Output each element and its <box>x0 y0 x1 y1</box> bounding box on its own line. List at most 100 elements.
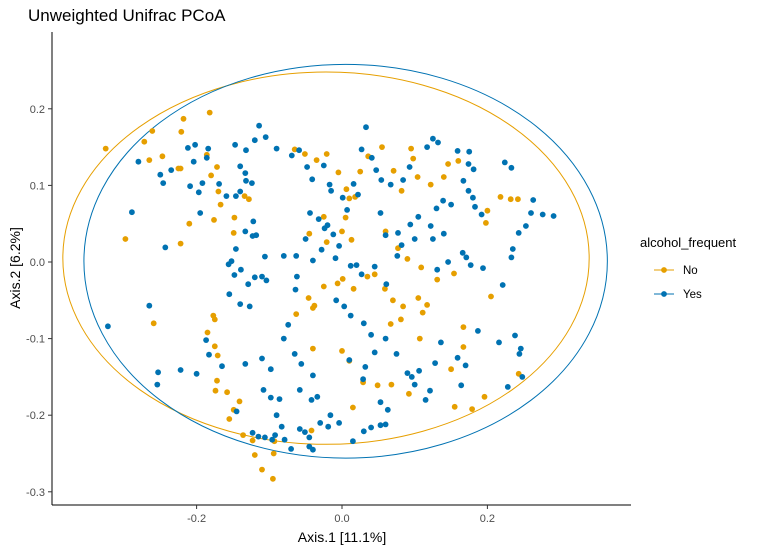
y-tick-label: 0.2 <box>30 104 45 116</box>
chart-title: Unweighted Unifrac PCoA <box>28 6 226 25</box>
point-yes <box>237 301 244 307</box>
point-yes <box>480 265 486 271</box>
point-yes <box>472 203 478 210</box>
point-no <box>451 403 458 410</box>
point-yes <box>327 412 334 419</box>
point-yes <box>378 177 385 183</box>
point-yes <box>129 209 135 216</box>
point-yes <box>517 345 524 352</box>
point-yes <box>460 177 467 184</box>
point-yes <box>350 438 356 445</box>
point-yes <box>259 355 265 362</box>
point-no <box>302 151 308 157</box>
point-yes <box>467 262 474 268</box>
point-yes <box>306 434 313 441</box>
point-no <box>211 217 217 223</box>
point-no <box>350 404 356 411</box>
point-yes <box>263 277 270 284</box>
point-yes <box>383 281 390 288</box>
point-yes <box>432 360 438 366</box>
point-yes <box>243 177 249 184</box>
data-points <box>102 109 557 482</box>
legend-label-no: No <box>683 265 698 277</box>
point-no <box>308 427 315 434</box>
point-no <box>387 321 394 327</box>
point-yes <box>539 211 546 218</box>
point-yes <box>360 376 366 383</box>
point-no <box>469 406 475 412</box>
point-yes <box>353 262 360 268</box>
point-yes <box>280 253 287 259</box>
point-yes <box>223 193 230 200</box>
point-yes <box>307 210 313 216</box>
point-yes <box>309 176 316 183</box>
point-no <box>343 186 350 193</box>
point-no <box>507 196 514 203</box>
point-no <box>313 157 320 164</box>
point-no <box>460 324 467 330</box>
point-yes <box>438 339 444 346</box>
point-no <box>427 181 434 188</box>
legend-title: alcohol_frequent <box>640 235 737 250</box>
point-no <box>241 193 248 200</box>
point-no <box>488 293 494 300</box>
point-no <box>149 128 156 134</box>
point-no <box>434 276 441 283</box>
point-yes <box>288 152 295 159</box>
point-no <box>339 276 346 282</box>
y-tick-label: 0.0 <box>30 257 45 269</box>
point-yes <box>242 361 249 367</box>
point-yes <box>433 205 440 212</box>
point-no <box>335 169 342 176</box>
point-no <box>270 450 277 457</box>
point-yes <box>434 266 441 273</box>
point-no <box>122 236 129 242</box>
point-yes <box>262 253 268 260</box>
point-yes <box>528 210 534 216</box>
point-yes <box>187 183 194 190</box>
point-yes <box>530 197 537 203</box>
point-no <box>339 348 345 354</box>
point-yes <box>394 253 401 259</box>
point-yes <box>262 134 269 141</box>
point-no <box>379 144 385 151</box>
point-yes <box>310 257 316 264</box>
point-yes <box>273 145 280 152</box>
point-yes <box>135 158 142 165</box>
point-no <box>240 432 247 438</box>
point-yes <box>368 424 374 431</box>
point-no <box>226 416 233 422</box>
point-no <box>178 128 185 135</box>
point-yes <box>233 408 240 415</box>
point-yes <box>237 163 244 170</box>
point-yes <box>310 446 316 453</box>
point-yes <box>382 335 389 342</box>
point-no <box>293 311 300 317</box>
point-yes <box>281 436 288 443</box>
point-no <box>175 165 182 172</box>
legend: alcohol_frequent No Yes <box>640 235 737 301</box>
legend-items: No Yes <box>654 265 702 301</box>
point-yes <box>291 351 298 357</box>
point-yes <box>318 246 325 253</box>
point-yes <box>280 335 287 342</box>
y-tick-label: -0.1 <box>26 334 45 346</box>
point-yes <box>347 262 354 269</box>
point-no <box>211 316 218 323</box>
point-yes <box>463 254 470 261</box>
point-yes <box>416 367 422 374</box>
point-yes <box>205 145 212 152</box>
confidence-ellipses <box>62 63 608 459</box>
point-no <box>497 194 504 200</box>
point-yes <box>430 135 436 142</box>
legend-key-point-no <box>661 267 667 273</box>
point-yes <box>304 164 310 170</box>
point-no <box>320 283 327 290</box>
point-yes <box>427 223 434 229</box>
point-yes <box>341 303 348 310</box>
point-yes <box>177 367 184 373</box>
point-no <box>390 167 397 174</box>
point-no <box>214 164 220 170</box>
point-yes <box>233 193 239 200</box>
point-no <box>404 256 411 262</box>
